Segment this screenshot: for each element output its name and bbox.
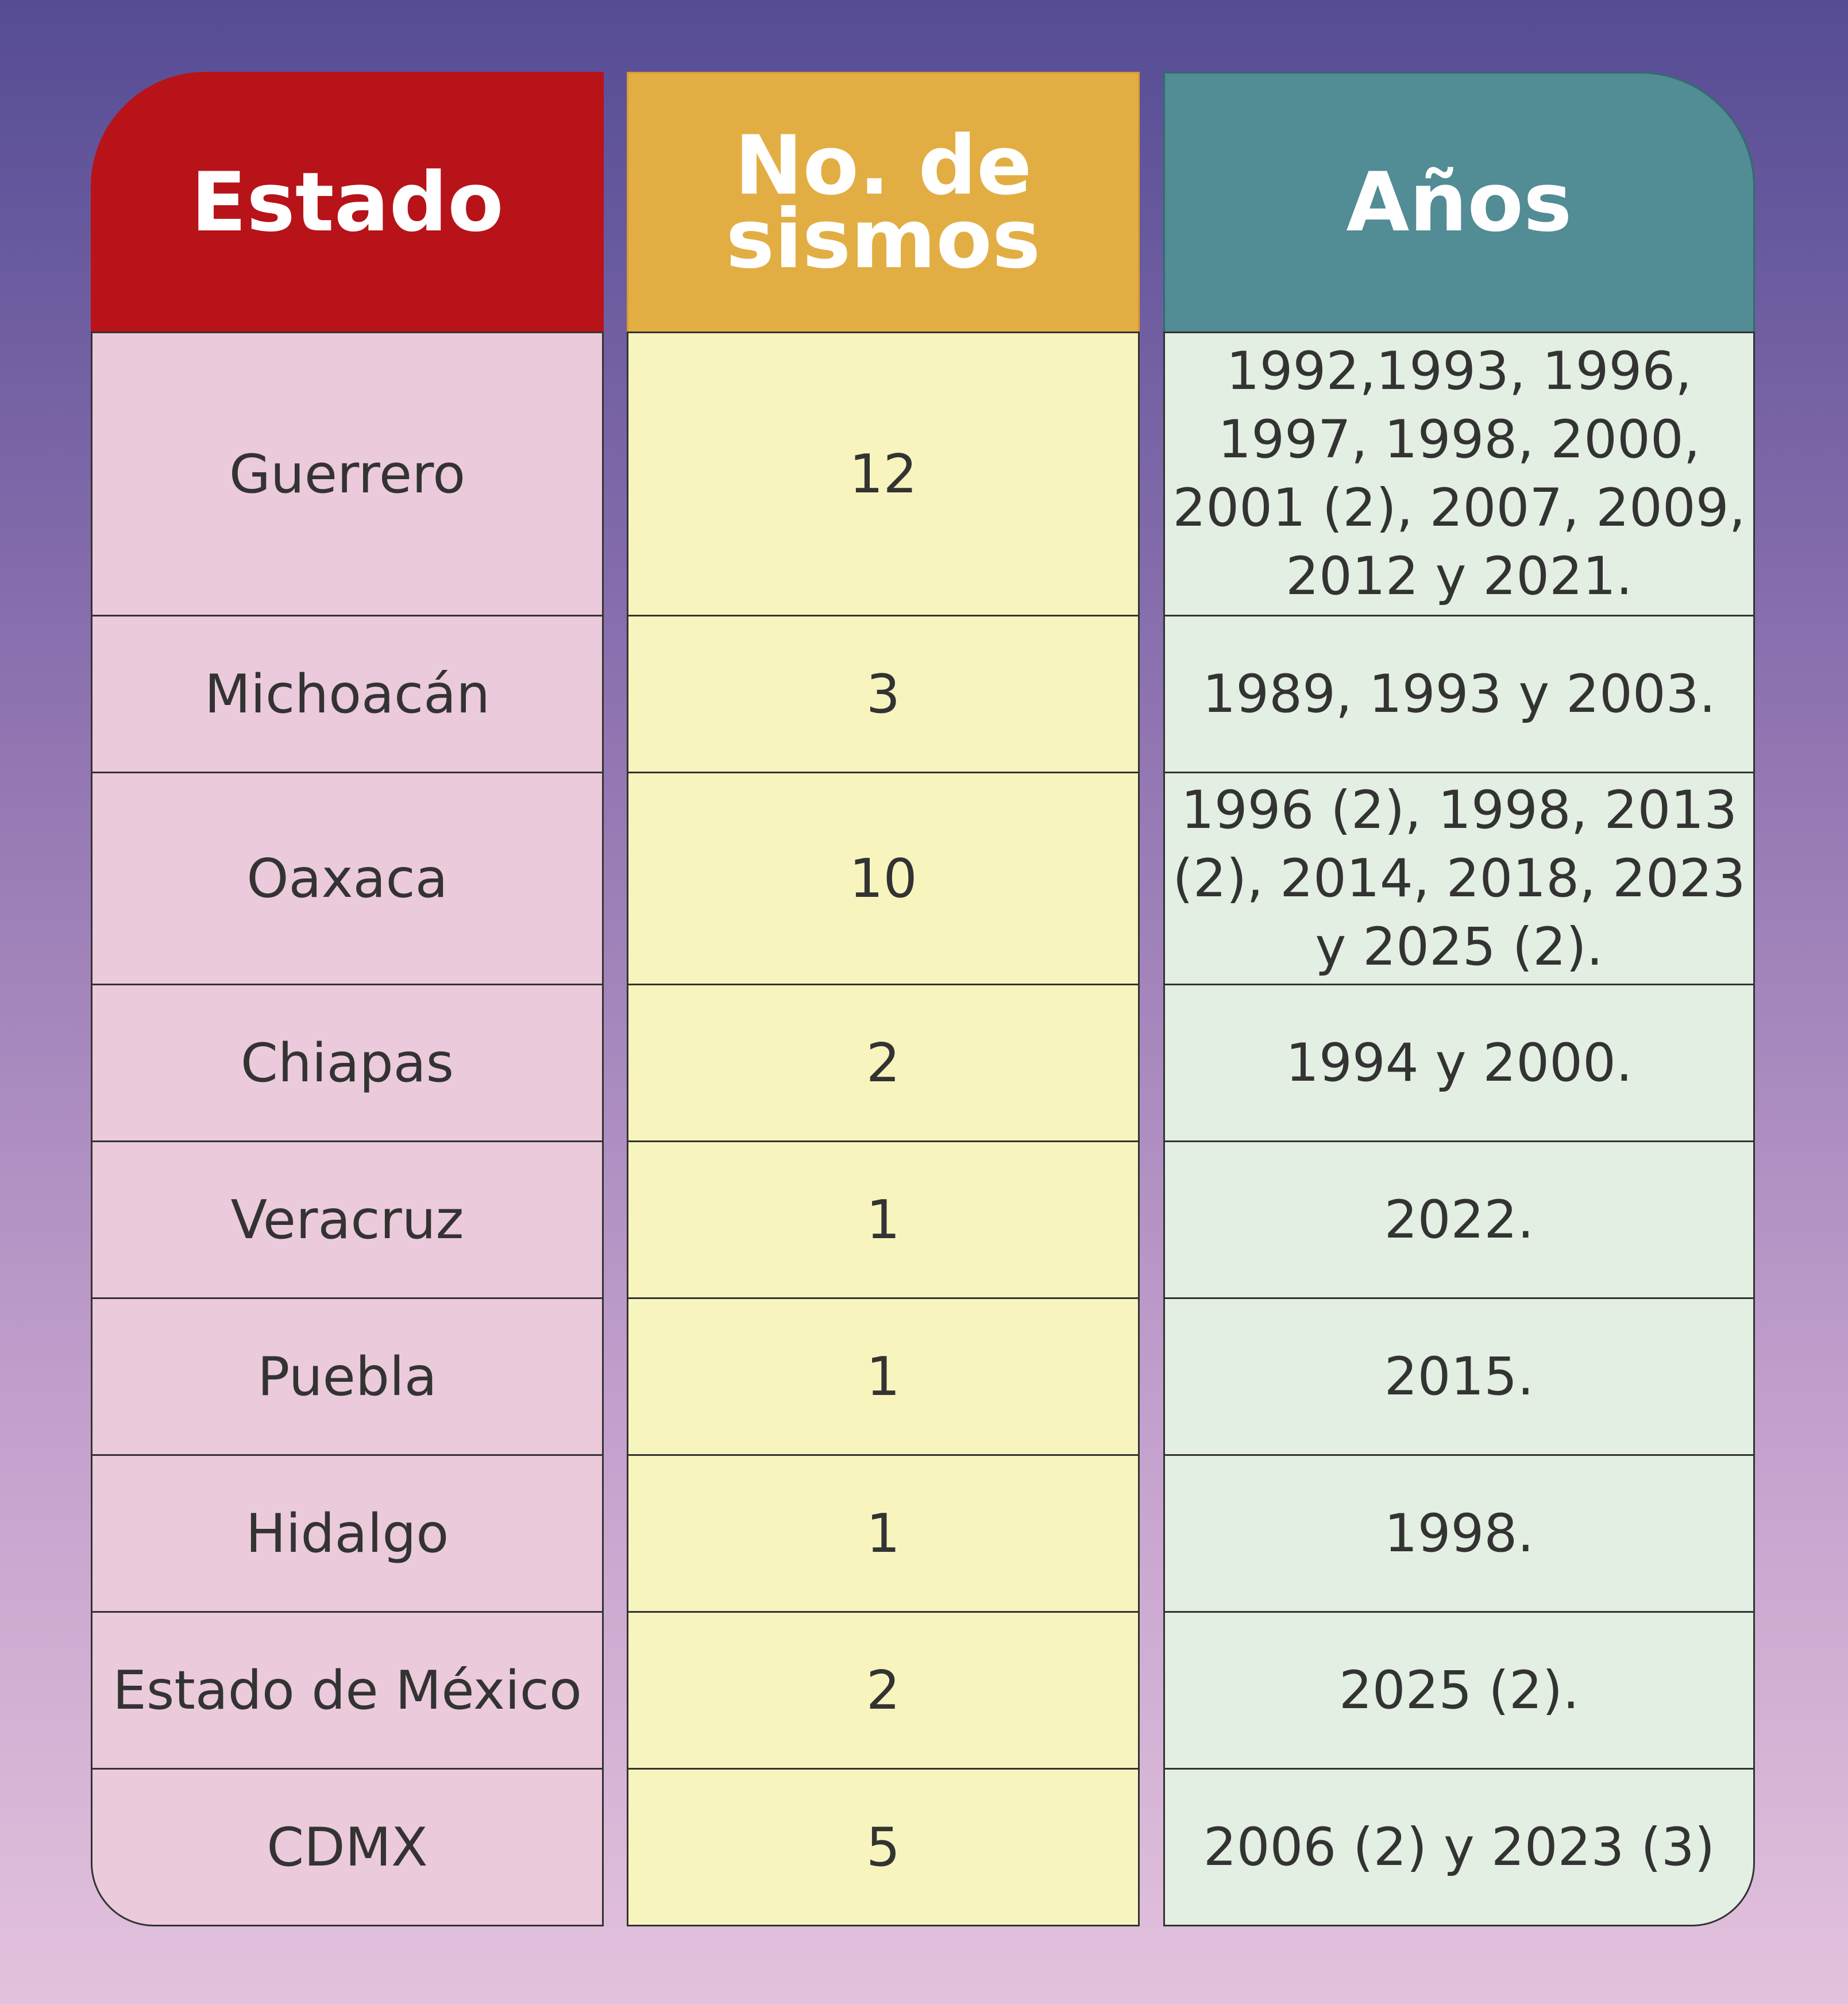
anos-cell: 2022. [1163, 1140, 1755, 1299]
anos-cell: 2025 (2). [1163, 1611, 1755, 1770]
anos-header: Años [1163, 72, 1755, 333]
sismos-cell: 1 [627, 1454, 1140, 1613]
sismos-cell: 5 [627, 1768, 1140, 1926]
sismos-column: No. de sismos 12 3 10 2 1 1 1 2 5 [627, 72, 1140, 1926]
sismos-cell: 2 [627, 1611, 1140, 1770]
anos-cell: 1994 y 2000. [1163, 984, 1755, 1142]
estado-cell: Estado de México [91, 1611, 604, 1770]
sismos-cell: 1 [627, 1297, 1140, 1456]
anos-cell: 1989, 1993 y 2003. [1163, 615, 1755, 773]
estado-header: Estado [91, 72, 604, 333]
estado-column: Estado Guerrero Michoacán Oaxaca Chiapas… [91, 72, 604, 1926]
sismos-header-label: No. de sismos [726, 118, 1041, 287]
anos-cell: 2015. [1163, 1297, 1755, 1456]
estado-cell: Hidalgo [91, 1454, 604, 1613]
sismos-cell: 12 [627, 332, 1140, 616]
sismos-cell: 10 [627, 772, 1140, 985]
sismos-cell: 2 [627, 984, 1140, 1142]
sismos-header: No. de sismos [627, 72, 1140, 333]
estado-cell: Oaxaca [91, 772, 604, 985]
estado-cell: Michoacán [91, 615, 604, 773]
anos-cell: 2006 (2) y 2023 (3) [1163, 1768, 1755, 1926]
anos-cell: 1996 (2), 1998, 2013 (2), 2014, 2018, 20… [1163, 772, 1755, 985]
sismos-cell: 3 [627, 615, 1140, 773]
anos-cell: 1998. [1163, 1454, 1755, 1613]
sismos-cell: 1 [627, 1140, 1140, 1299]
estado-cell: Veracruz [91, 1140, 604, 1299]
anos-column: Años 1992,1993, 1996, 1997, 1998, 2000, … [1163, 72, 1755, 1926]
estado-cell: Guerrero [91, 332, 604, 616]
estado-cell: Chiapas [91, 984, 604, 1142]
estado-cell: Puebla [91, 1297, 604, 1456]
anos-cell: 1992,1993, 1996, 1997, 1998, 2000, 2001 … [1163, 332, 1755, 616]
estado-cell: CDMX [91, 1768, 604, 1926]
